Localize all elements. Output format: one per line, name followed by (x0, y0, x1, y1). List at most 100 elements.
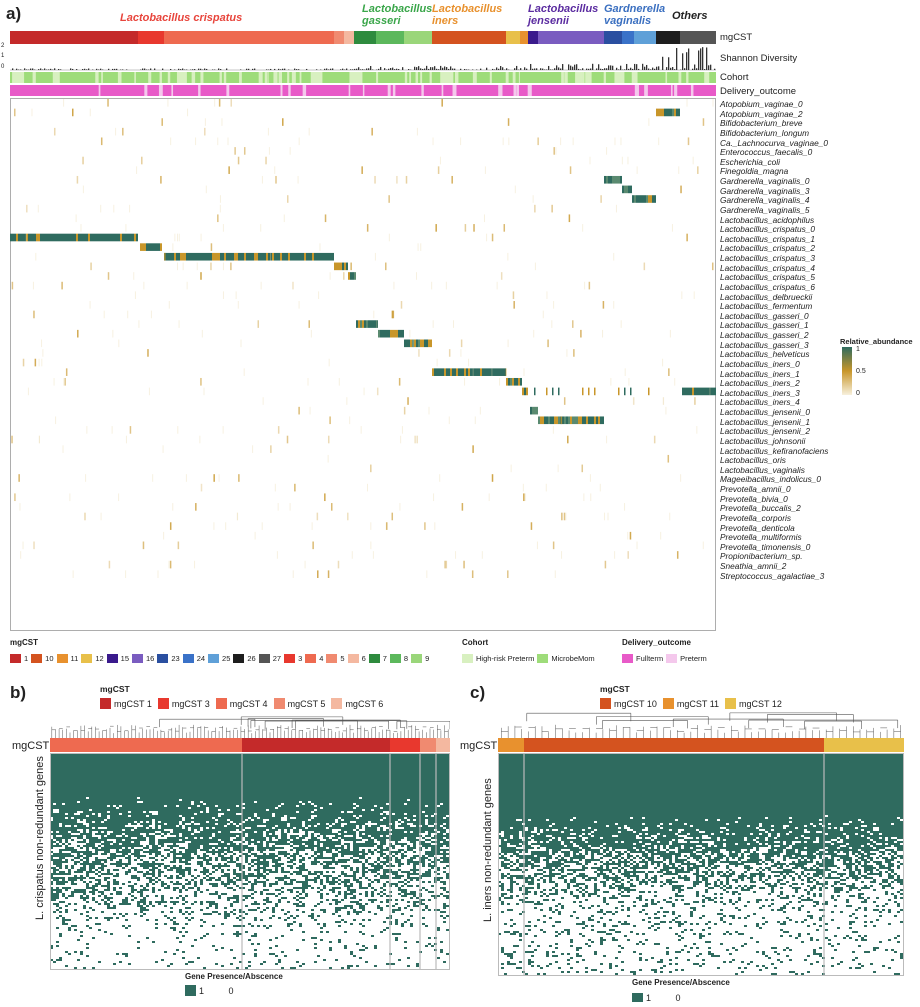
absent-cell (89, 899, 92, 901)
absent-cell (221, 885, 224, 887)
absent-cell (326, 911, 329, 913)
shannon-bar (472, 69, 473, 70)
absent-cell (290, 905, 293, 907)
sparse-cell (404, 407, 406, 415)
absent-cell (365, 901, 368, 903)
absent-cell (437, 855, 440, 857)
species-header-0: Lactobacillus crispatus (120, 12, 242, 24)
absent-cell (77, 883, 80, 885)
shannon-bar (676, 48, 677, 70)
absent-cell (164, 873, 167, 875)
absent-cell (404, 875, 407, 877)
delivery-track-label: Delivery_outcome (720, 86, 796, 97)
absent-cell (95, 865, 98, 867)
absent-cell (404, 859, 407, 861)
abundance-cell (632, 195, 634, 203)
absent-cell (68, 899, 71, 901)
absent-cell (317, 907, 320, 909)
absent-cell (437, 883, 440, 885)
absent-cell (92, 869, 95, 871)
absent-cell (284, 905, 287, 907)
trace-cell (54, 378, 55, 386)
absent-cell (428, 841, 431, 843)
abundance-cell (144, 243, 146, 251)
mgcst-legend-label: 9 (425, 654, 429, 663)
absent-cell (128, 811, 131, 813)
absent-cell (326, 883, 329, 885)
absent-cell (353, 885, 356, 887)
cohort-fill (10, 72, 716, 83)
absent-cell (68, 839, 71, 841)
absent-cell (260, 885, 263, 887)
absent-cell (59, 917, 62, 919)
abundance-cell (268, 253, 270, 261)
absent-cell (413, 875, 416, 877)
trace-cell (352, 551, 353, 559)
abundance-cell (278, 253, 280, 261)
absent-cell (404, 861, 407, 863)
absent-cell (152, 823, 155, 825)
mgcst-legend-label: 23 (171, 654, 179, 663)
absent-cell (311, 891, 314, 893)
abundance-cell (514, 378, 516, 386)
mgcst-legend-item: 12 (81, 654, 103, 663)
absent-cell (407, 903, 410, 905)
absent-cell (356, 865, 359, 867)
shannon-bar (12, 68, 13, 70)
absent-cell (125, 915, 128, 917)
abundance-cell (304, 253, 306, 261)
absent-cell (74, 887, 77, 889)
shannon-bar (246, 69, 247, 70)
absent-cell (146, 827, 149, 829)
absent-cell (92, 851, 95, 853)
delivery-mark (144, 85, 147, 96)
absent-cell (74, 847, 77, 849)
absent-cell (233, 865, 236, 867)
absent-cell (206, 883, 209, 885)
absent-cell (314, 911, 317, 913)
abundance-cell (300, 253, 302, 261)
absent-cell (191, 853, 194, 855)
absent-cell (257, 895, 260, 897)
absent-cell (134, 907, 137, 909)
delivery-mark (159, 85, 163, 96)
absent-cell (104, 893, 107, 895)
absent-cell (335, 915, 338, 917)
sparse-cell (435, 224, 437, 232)
sparse-cell (230, 263, 232, 271)
absent-cell (401, 901, 404, 903)
absent-cell (311, 853, 314, 855)
absent-cell (332, 897, 335, 899)
absent-cell (422, 839, 425, 841)
absent-cell (383, 881, 386, 883)
absent-cell (98, 897, 101, 899)
shannon-bar (274, 69, 275, 70)
abundance-cell (76, 234, 78, 242)
absent-cell (155, 841, 158, 843)
absent-cell (65, 813, 68, 815)
absent-cell (143, 905, 146, 907)
absent-cell (95, 905, 98, 907)
absent-cell (65, 915, 68, 917)
absent-cell (407, 891, 410, 893)
absent-cell (428, 883, 431, 885)
absent-cell (362, 913, 365, 915)
absent-cell (278, 895, 281, 897)
absent-cell (194, 915, 197, 917)
trace-cell (460, 349, 461, 357)
absent-cell (233, 863, 236, 865)
abundance-cell (628, 186, 630, 194)
absent-cell (272, 863, 275, 865)
sparse-cell (399, 378, 401, 386)
absent-cell (347, 863, 350, 865)
absent-cell (227, 843, 230, 845)
shannon-bar (600, 69, 601, 70)
abundance-cell (354, 272, 356, 280)
absent-cell (284, 815, 287, 817)
absent-cell (392, 915, 395, 917)
trace-cell (402, 426, 403, 434)
abundance-cell (152, 243, 154, 251)
absent-cell (53, 881, 56, 883)
absent-cell (128, 915, 131, 917)
absent-cell (137, 859, 140, 861)
